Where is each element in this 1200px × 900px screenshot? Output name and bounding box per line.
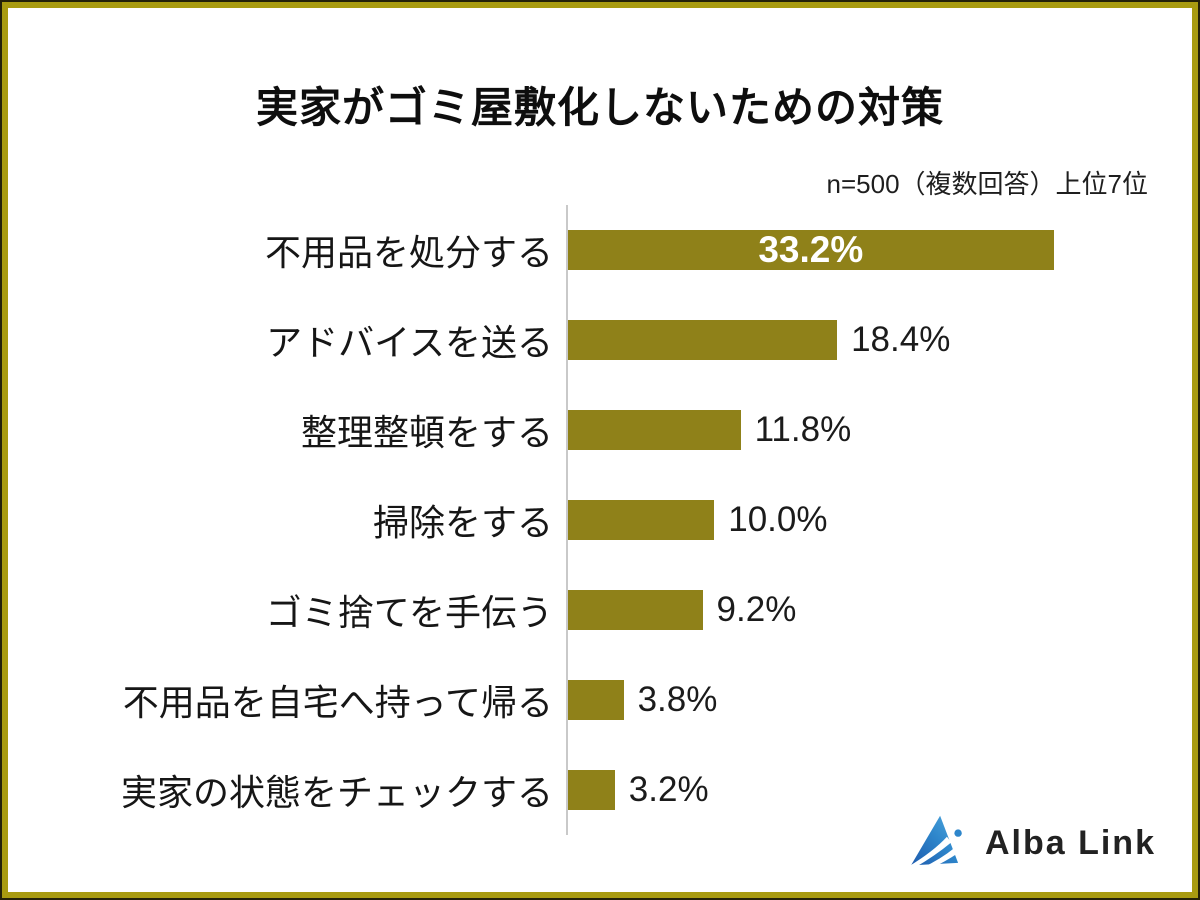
chart-title: 実家がゴミ屋敷化しないための対策 xyxy=(255,84,944,131)
plot-area: 3.2% xyxy=(566,745,1200,835)
bar-row: 整理整頓をする 11.8% xyxy=(0,385,1200,475)
category-label: 不用品を自宅へ持って帰る xyxy=(122,682,553,723)
bar xyxy=(568,680,624,720)
bar xyxy=(568,770,615,810)
bar xyxy=(568,590,703,630)
brand-logo: Alba Link xyxy=(906,812,1156,874)
bar xyxy=(568,410,741,450)
alba-link-triangle-icon xyxy=(908,815,962,870)
value-label: 3.8% xyxy=(637,680,718,719)
plot-area: 11.8% xyxy=(566,385,1200,475)
category-label: ゴミ捨てを手伝う xyxy=(265,592,553,633)
sample-size-note: n=500（複数回答）上位7位 xyxy=(826,169,1148,199)
plot-area: 10.0% xyxy=(566,475,1200,565)
bar-row: アドバイスを送る 18.4% xyxy=(0,295,1200,385)
bar: 33.2% xyxy=(568,229,1054,270)
plot-area: 3.8% xyxy=(566,655,1200,745)
bar-row: 不用品を処分する 33.2% xyxy=(0,205,1200,295)
plot-area: 33.2% xyxy=(566,205,1200,295)
value-label: 3.2% xyxy=(628,770,709,809)
category-label: 実家の状態をチェックする xyxy=(120,772,553,813)
value-label: 11.8% xyxy=(754,410,852,449)
value-label: 33.2% xyxy=(758,229,864,270)
bar xyxy=(568,500,715,540)
value-label: 9.2% xyxy=(716,590,797,629)
category-label: 掃除をする xyxy=(372,502,553,543)
value-label: 10.0% xyxy=(728,500,828,539)
value-label: 18.4% xyxy=(851,320,951,359)
plot-area: 18.4% xyxy=(566,295,1200,385)
bar xyxy=(568,320,838,360)
category-label: アドバイスを送る xyxy=(266,322,553,363)
bar-row: 実家の状態をチェックする 3.2% xyxy=(0,745,1200,835)
category-label: 不用品を処分する xyxy=(264,232,553,273)
brand-name: Alba Link xyxy=(984,823,1156,862)
plot-area: 9.2% xyxy=(566,565,1200,655)
bar-row: ゴミ捨てを手伝う 9.2% xyxy=(0,565,1200,655)
bar-row: 不用品を自宅へ持って帰る 3.8% xyxy=(0,655,1200,745)
bar-row: 掃除をする 10.0% xyxy=(0,475,1200,565)
category-label: 整理整頓をする xyxy=(300,412,553,453)
horizontal-bar-chart: 不用品を処分する 33.2% アドバイスを送る 18.4% 整理整頓をする 11… xyxy=(0,205,1200,835)
